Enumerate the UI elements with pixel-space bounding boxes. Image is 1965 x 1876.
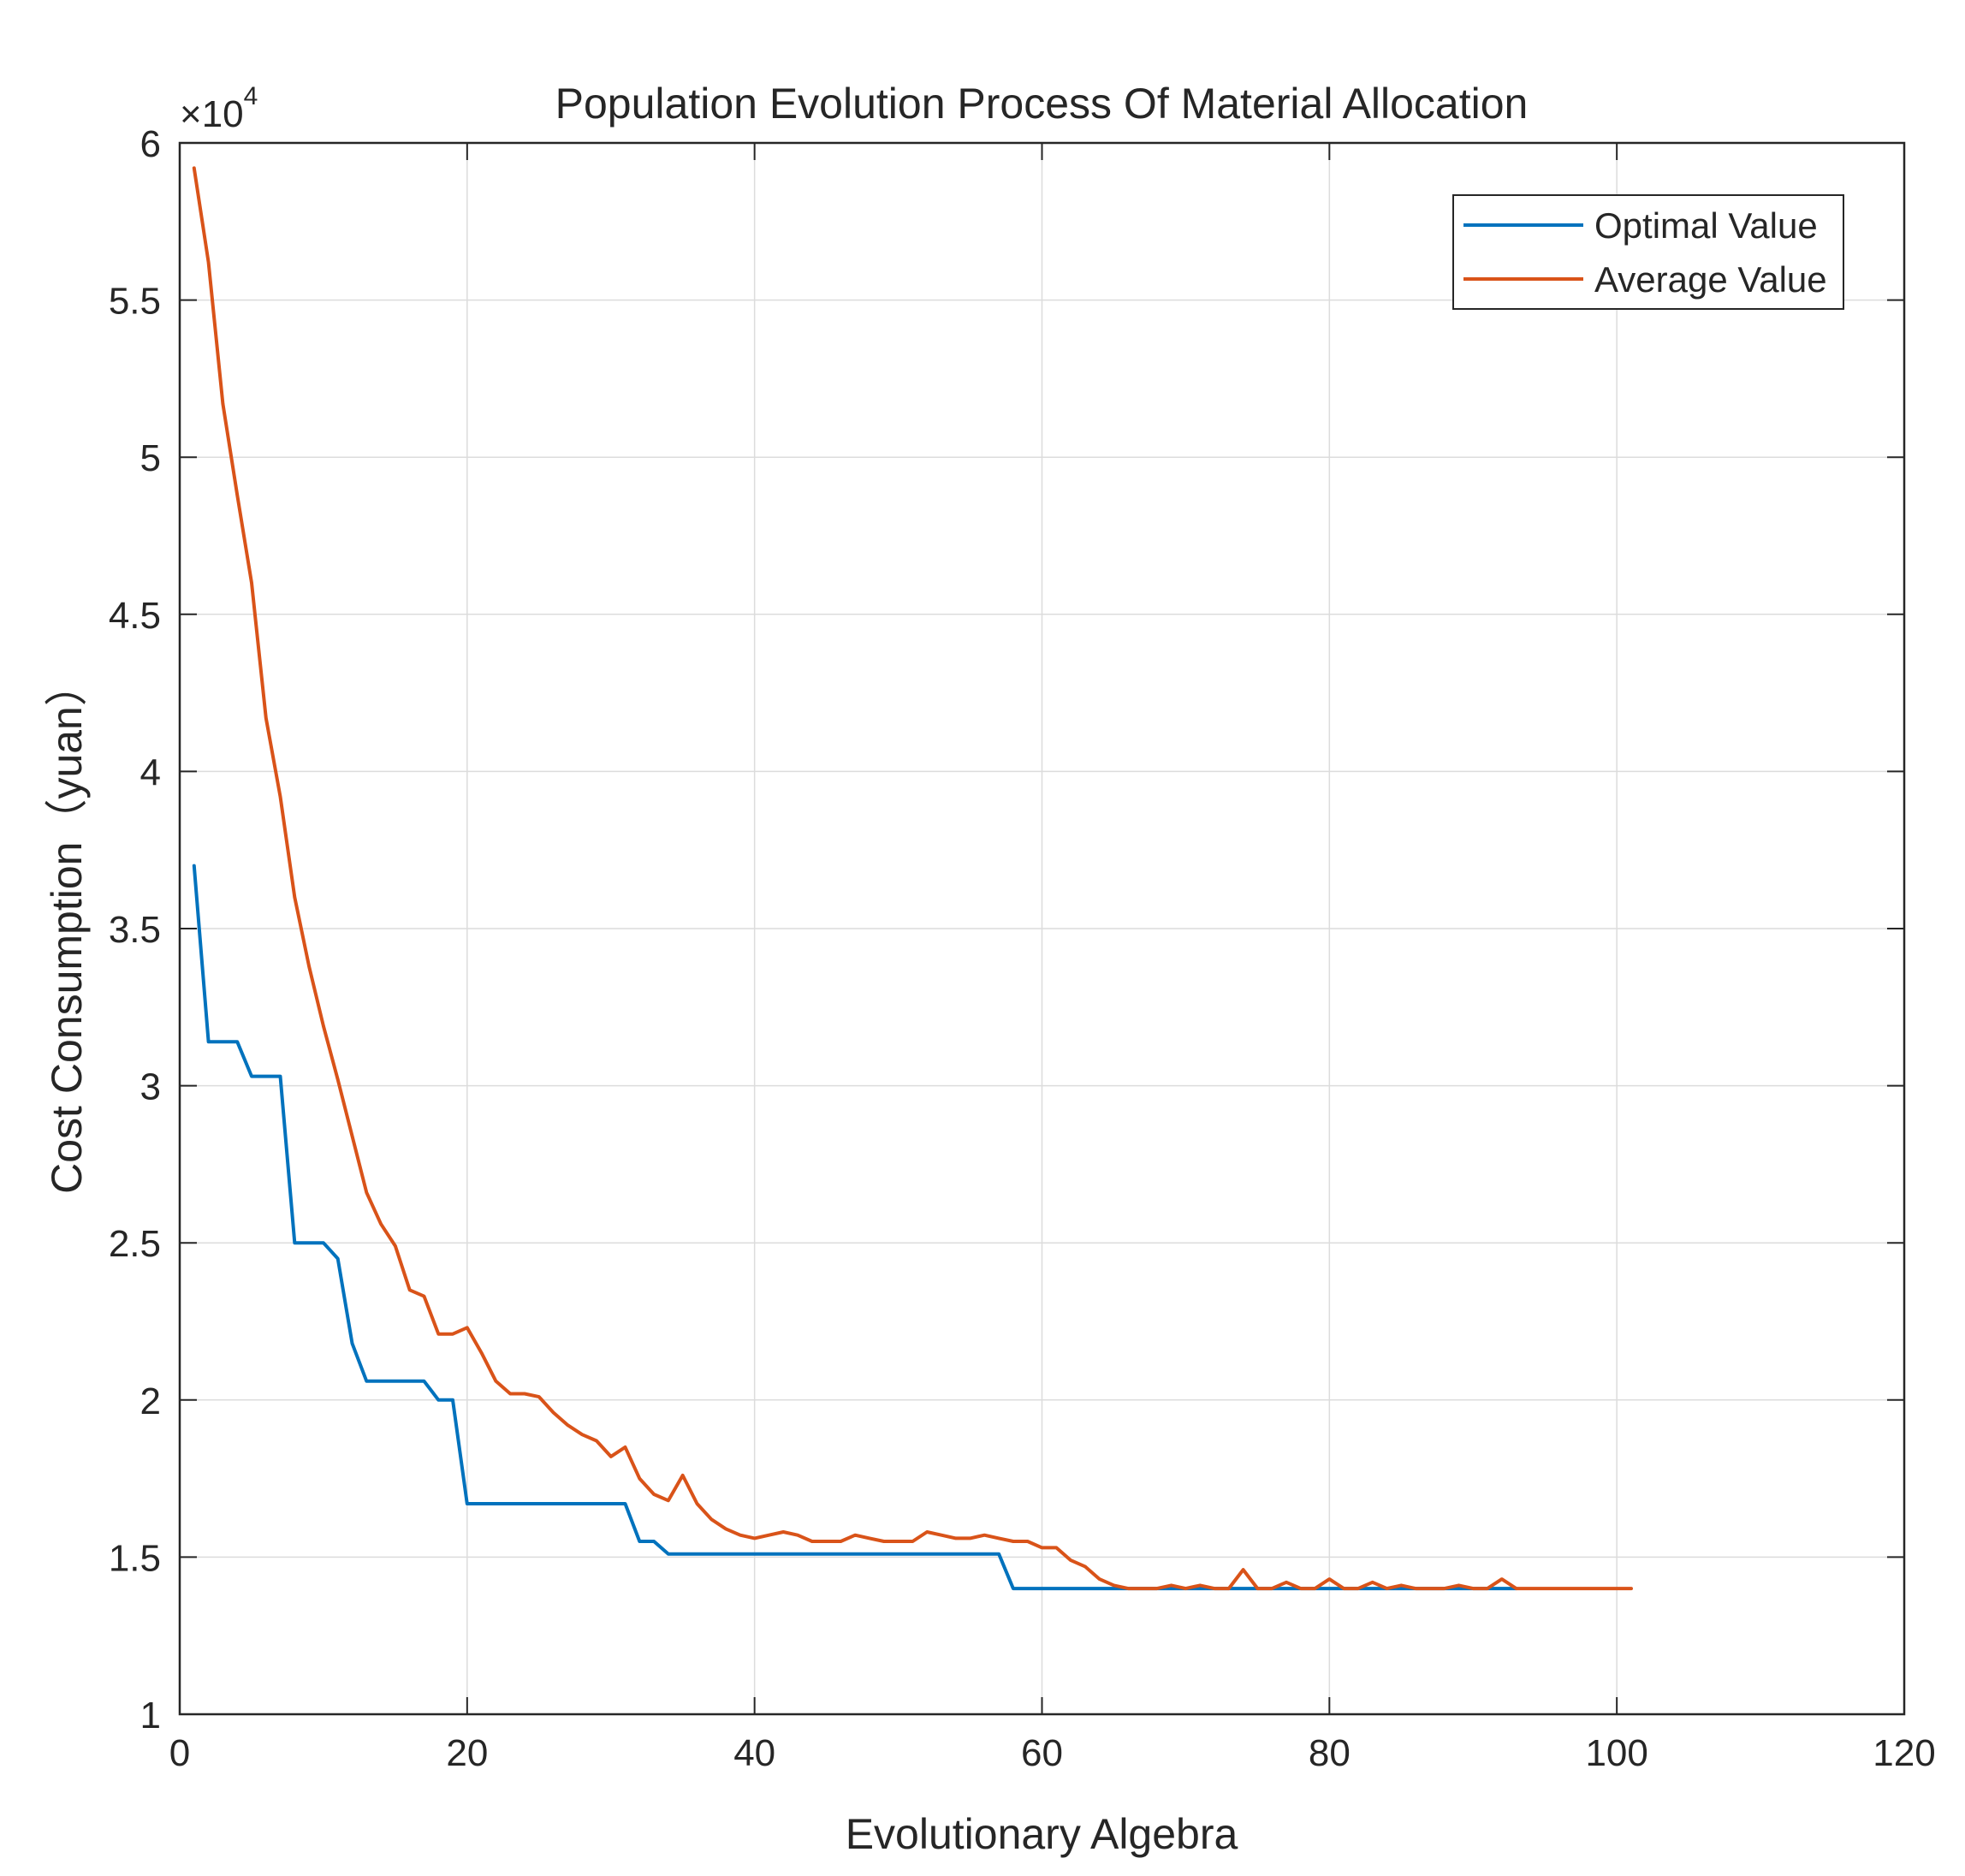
y-exponent-base: ×10 — [180, 93, 244, 135]
x-tick-label: 0 — [169, 1732, 190, 1774]
y-tick-label: 2.5 — [109, 1223, 161, 1265]
x-tick-label: 100 — [1585, 1732, 1647, 1774]
x-tick-label: 60 — [1021, 1732, 1063, 1774]
y-tick-label: 4 — [140, 751, 161, 793]
y-axis-exponent: ×104 — [180, 82, 258, 135]
y-tick-label: 2 — [140, 1380, 161, 1422]
x-tick-label: 120 — [1873, 1732, 1935, 1774]
grid-lines — [179, 142, 1905, 1715]
y-tick-label: 3.5 — [109, 909, 161, 951]
x-tick-label: 40 — [733, 1732, 775, 1774]
y-tick-label: 6 — [140, 123, 161, 165]
legend: Optimal Value Average Value — [1452, 194, 1844, 310]
chart-title: Population Evolution Process Of Material… — [555, 80, 1529, 128]
y-tick-label: 1 — [140, 1695, 161, 1736]
y-tick-labels: 1 1.5 2 2.5 3 3.5 4 4.5 5 5.5 6 — [109, 123, 161, 1736]
x-tick-label: 20 — [446, 1732, 488, 1774]
y-axis-title: Cost Consumption（yuan） — [43, 663, 91, 1194]
y-tick-label: 5 — [140, 437, 161, 479]
series-line-optimal-value — [192, 864, 1518, 1591]
y-tick-label: 1.5 — [109, 1537, 161, 1579]
axis-ticks — [179, 142, 1905, 1715]
x-tick-label: 80 — [1309, 1732, 1351, 1774]
legend-label-average-value: Average Value — [1594, 259, 1827, 300]
y-tick-label: 3 — [140, 1066, 161, 1108]
series-line-average-value — [192, 166, 1633, 1591]
legend-label-optimal-value: Optimal Value — [1594, 205, 1818, 246]
y-exponent-power: 4 — [244, 82, 258, 110]
x-axis-title: Evolutionary Algebra — [846, 1810, 1238, 1858]
x-tick-labels: 0 20 40 60 80 100 120 — [169, 1732, 1936, 1774]
y-tick-label: 5.5 — [109, 281, 161, 323]
legend-box — [1452, 194, 1844, 310]
series-layer — [192, 166, 1633, 1591]
y-tick-label: 4.5 — [109, 595, 161, 637]
